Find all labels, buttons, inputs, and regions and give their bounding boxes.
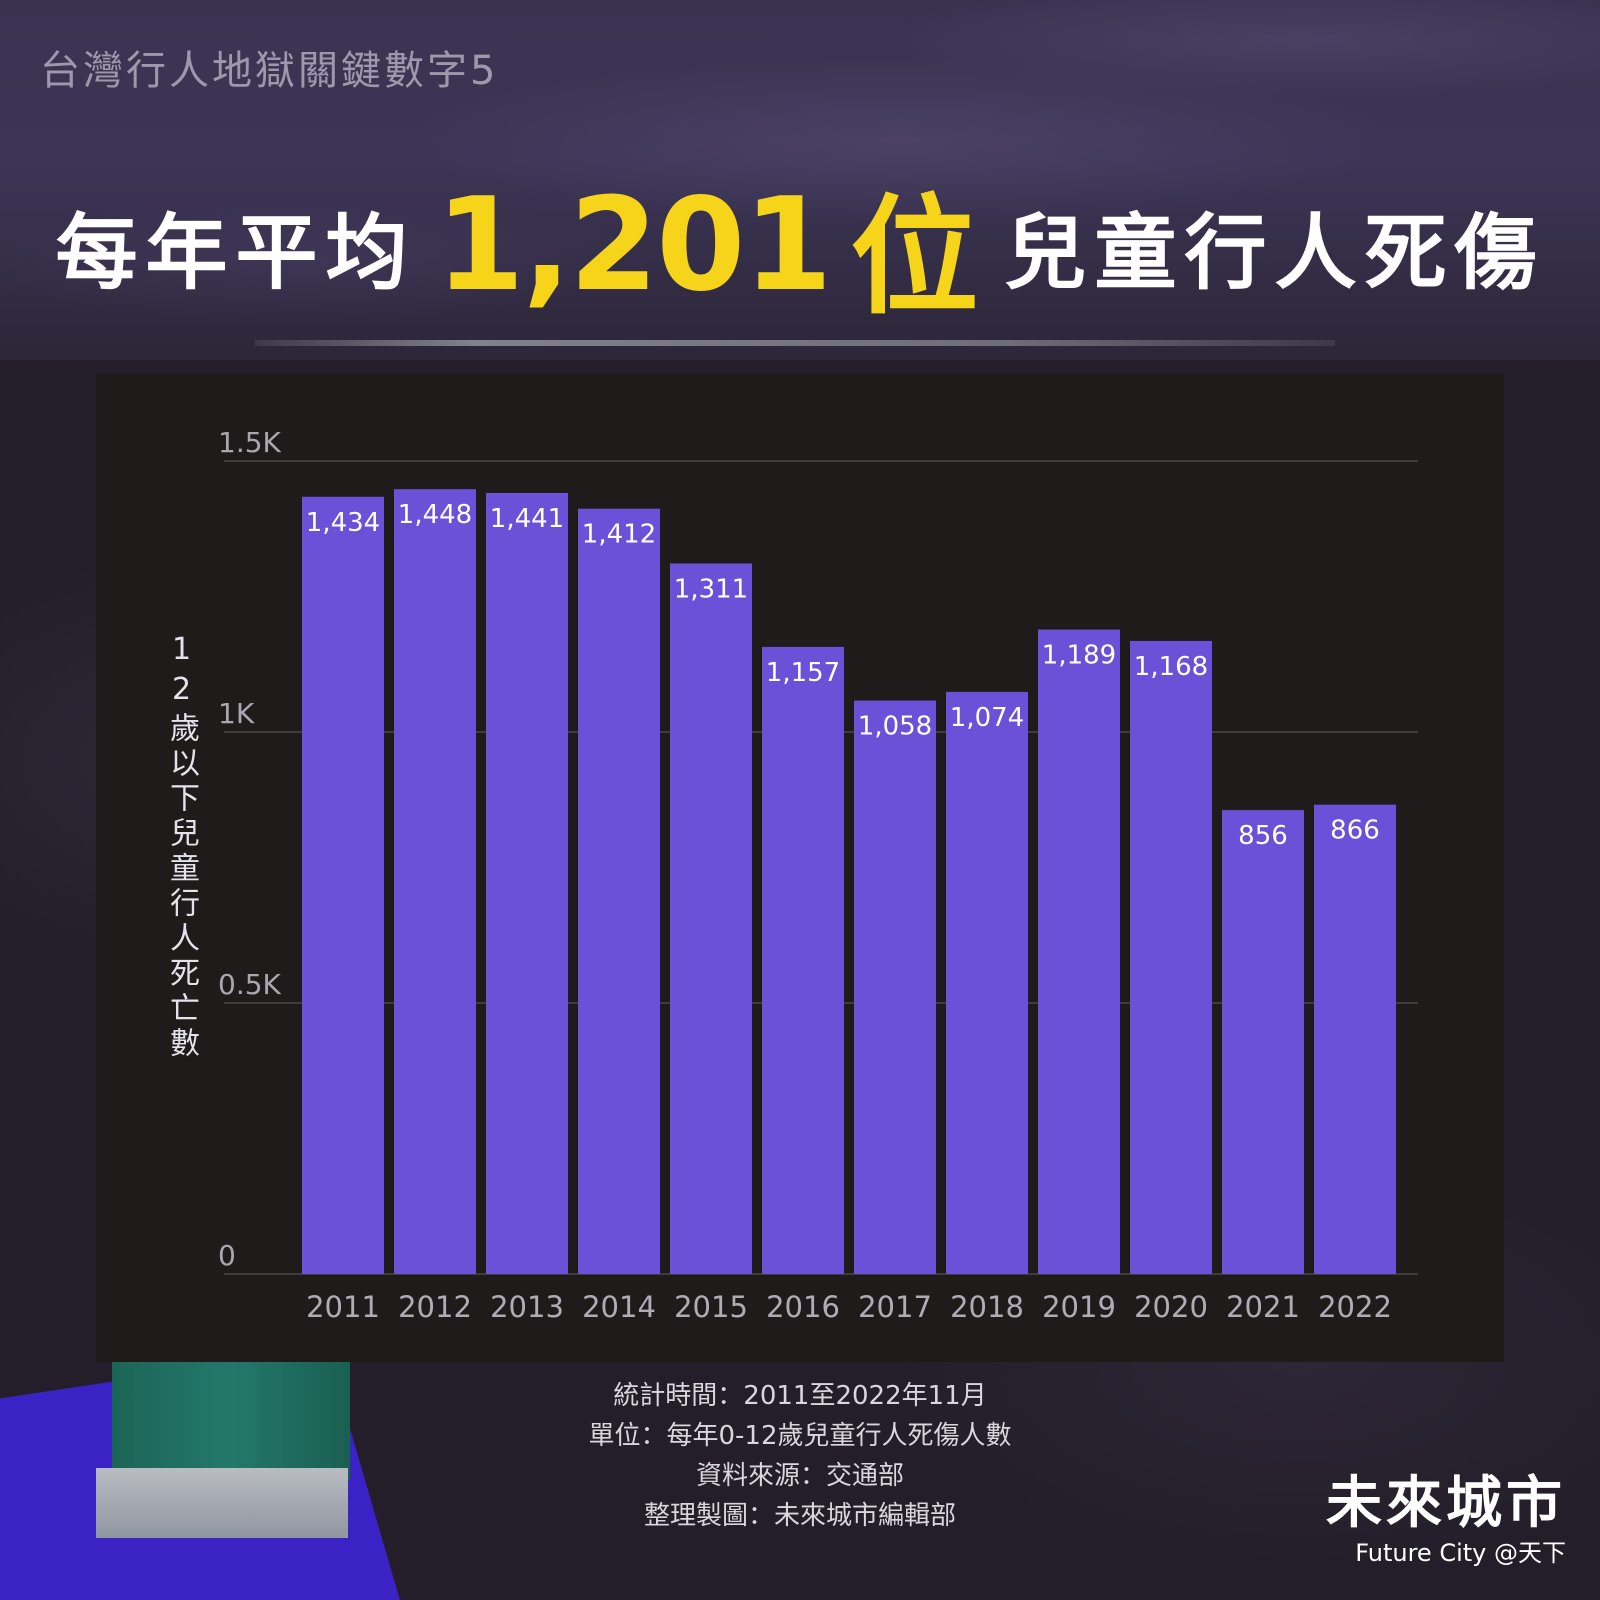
note-period: 統計時間：2011至2022年11月 bbox=[613, 1381, 987, 1411]
bar bbox=[302, 496, 384, 1275]
note-source: 資料來源：交通部 bbox=[695, 1461, 904, 1491]
headline-suffix: 兒童行人死傷 bbox=[1004, 205, 1545, 301]
note-unit: 單位：每年0-12歲兒童行人死傷人數 bbox=[588, 1421, 1012, 1451]
chart-panel: 0 0.5K 1K 1.5K 1,434 2011 1,448 2012 1,441 2013 1,… bbox=[96, 374, 1504, 1362]
x-tick-label: 2014 bbox=[582, 1290, 656, 1324]
sky-background bbox=[0, 0, 1600, 360]
bar bbox=[1222, 810, 1304, 1274]
x-tick-label: 2016 bbox=[766, 1290, 840, 1324]
bar bbox=[486, 492, 568, 1274]
series-kicker: 台灣行人地獄關鍵數字5 bbox=[40, 48, 499, 94]
brand-name-en: Future City @天下 bbox=[1355, 1539, 1566, 1567]
road-streak bbox=[255, 340, 1335, 346]
x-tick-label: 2013 bbox=[490, 1290, 564, 1324]
x-tick-label: 2018 bbox=[950, 1290, 1024, 1324]
bar bbox=[762, 646, 844, 1274]
x-tick-label: 2022 bbox=[1318, 1290, 1392, 1324]
x-tick-label: 2021 bbox=[1226, 1290, 1300, 1324]
x-tick-label: 2020 bbox=[1134, 1290, 1208, 1324]
x-tick-label: 2015 bbox=[674, 1290, 748, 1324]
x-tick-label: 2012 bbox=[398, 1290, 472, 1324]
data-label: 1,311 bbox=[674, 574, 748, 604]
data-label: 1,441 bbox=[490, 504, 564, 534]
headline: 每年平均 1,201 位 兒童行人死傷 bbox=[0, 170, 1600, 332]
brand-logo: 未來城市 Future City @天下 bbox=[1326, 1472, 1566, 1570]
data-label: 1,448 bbox=[398, 500, 472, 530]
utility-box-base bbox=[96, 1468, 348, 1538]
bar bbox=[1314, 804, 1396, 1274]
bar bbox=[578, 508, 660, 1274]
headline-unit: 位 bbox=[850, 182, 979, 332]
bar bbox=[854, 700, 936, 1274]
bar bbox=[670, 563, 752, 1274]
bar bbox=[394, 489, 476, 1275]
data-label: 1,168 bbox=[1134, 652, 1208, 682]
y-axis-label: 12歲以下兒童行人死亡數 bbox=[164, 632, 199, 1062]
data-label: 1,074 bbox=[950, 703, 1024, 733]
x-tick-label: 2019 bbox=[1042, 1290, 1116, 1324]
headline-prefix: 每年平均 bbox=[55, 205, 416, 301]
headline-number: 1,201 bbox=[435, 170, 833, 320]
data-label: 1,058 bbox=[858, 712, 932, 742]
data-label: 1,434 bbox=[306, 508, 380, 538]
y-tick-label: 1K bbox=[218, 697, 255, 730]
data-label: 1,189 bbox=[1042, 641, 1116, 671]
brand-name-zh: 未來城市 bbox=[1326, 1471, 1566, 1536]
data-label: 1,157 bbox=[766, 658, 840, 688]
sky-texture bbox=[0, 0, 1600, 360]
x-tick-label: 2011 bbox=[306, 1290, 380, 1324]
y-tick-label: 0 bbox=[218, 1239, 236, 1272]
data-label: 1,412 bbox=[582, 520, 656, 550]
bar bbox=[1038, 629, 1120, 1274]
bar-chart: 0 0.5K 1K 1.5K 1,434 2011 1,448 2012 1,441 2013 1,… bbox=[218, 426, 1418, 1324]
data-label: 866 bbox=[1330, 816, 1380, 846]
bar bbox=[1130, 640, 1212, 1274]
data-label: 856 bbox=[1238, 821, 1288, 851]
y-tick-label: 0.5K bbox=[218, 968, 282, 1001]
x-tick-label: 2017 bbox=[858, 1290, 932, 1324]
y-tick-label: 1.5K bbox=[218, 426, 282, 459]
note-credit: 整理製圖：未來城市編輯部 bbox=[643, 1501, 956, 1531]
bar bbox=[946, 691, 1028, 1274]
source-notes: 統計時間：2011至2022年11月 單位：每年0-12歲兒童行人死傷人數 資料… bbox=[400, 1376, 1200, 1536]
